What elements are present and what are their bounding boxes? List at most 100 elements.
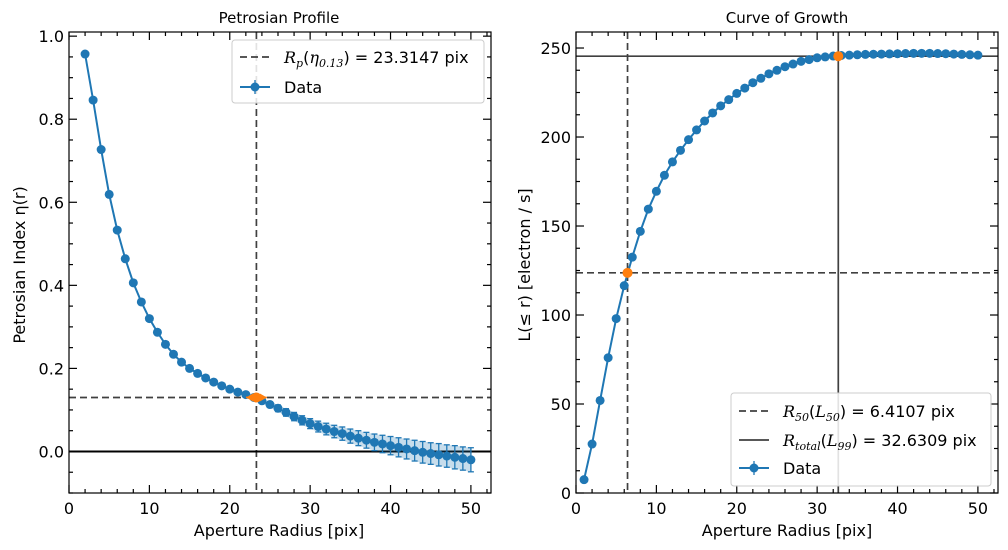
petrosian-data-point — [273, 403, 283, 413]
petrosian-y-axis-label: Petrosian Index η(r) — [10, 186, 29, 343]
petrosian-data-point — [458, 454, 468, 464]
growth-x-tick-label: 30 — [807, 499, 827, 518]
growth-data-point — [611, 314, 621, 324]
growth-data-point — [667, 157, 677, 167]
petrosian-data-point — [281, 407, 291, 417]
growth-data-point — [844, 50, 854, 60]
petrosian-data-point — [305, 419, 315, 429]
growth-data-point — [619, 281, 629, 291]
growth-x-tick-label: 40 — [887, 499, 907, 518]
growth-data-point — [684, 135, 694, 145]
growth-data-point — [635, 226, 645, 236]
petrosian-data-point — [209, 377, 219, 387]
growth-data-point — [957, 49, 967, 59]
petrosian-data-point — [80, 49, 90, 59]
petrosian-data-point — [361, 435, 371, 445]
petrosian-data-point — [217, 381, 227, 391]
petrosian-data-point — [418, 447, 428, 457]
petrosian-y-tick-label: 0.4 — [39, 276, 64, 295]
growth-data-point — [716, 101, 726, 111]
growth-data-point — [764, 69, 774, 79]
petrosian-data-point — [96, 145, 106, 155]
petrosian-data-point — [345, 431, 355, 441]
growth-data-point — [909, 48, 919, 58]
petrosian-data-point — [321, 424, 331, 434]
growth-data-point — [965, 50, 975, 60]
petrosian-data-point — [442, 451, 452, 461]
growth-data-point — [643, 204, 653, 214]
growth-data-point — [973, 50, 983, 60]
growth-data-point — [876, 49, 886, 59]
petrosian-data-point — [177, 357, 187, 367]
growth-x-tick-label: 50 — [968, 499, 988, 518]
petrosian-data-point — [394, 442, 404, 452]
growth-data-point — [804, 55, 814, 65]
growth-data-point — [708, 108, 718, 118]
petrosian-x-axis-label: Aperture Radius [pix] — [194, 521, 364, 540]
growth-data-point — [860, 49, 870, 59]
growth-data-point — [748, 78, 758, 88]
growth-data-point — [627, 252, 637, 262]
petrosian-legend-box — [231, 39, 485, 104]
growth-data-point — [933, 49, 943, 59]
petrosian-data-point — [297, 415, 307, 425]
growth-x-tick-label: 0 — [571, 499, 581, 518]
petrosian-data-point — [104, 189, 114, 199]
growth-data-point — [949, 49, 959, 59]
growth-data-point — [772, 65, 782, 75]
growth-data-point — [579, 475, 589, 485]
petrosian-data-point — [120, 254, 130, 264]
petrosian-profile-panel: Petrosian Profile Aperture Radius [pix] … — [10, 9, 492, 540]
growth-data-point — [780, 62, 790, 72]
petrosian-data-point — [152, 327, 162, 337]
petrosian-data-point — [466, 455, 476, 465]
petrosian-data-point — [168, 349, 178, 359]
growth-data-point — [595, 395, 605, 405]
petrosian-data-point — [353, 433, 363, 443]
growth-x-axis-label: Aperture Radius [pix] — [702, 521, 872, 540]
growth-highlight-point — [833, 51, 844, 62]
growth-y-axis-label: L(≤ r) [electron / s] — [515, 188, 534, 341]
petrosian-data-point — [128, 278, 138, 288]
petrosian-x-tick-label: 20 — [220, 499, 240, 518]
growth-data-point — [812, 53, 822, 63]
growth-y-tick-label: 0 — [561, 484, 571, 503]
petrosian-x-tick-label: 10 — [139, 499, 159, 518]
petrosian-data-point — [112, 225, 122, 235]
petrosian-legend-rp-label: Rp(η0.13) = 23.3147 pix — [283, 48, 469, 70]
growth-legend-data-label: Data — [783, 459, 821, 478]
petrosian-data-point — [225, 384, 235, 394]
petrosian-y-tick-label: 0.2 — [39, 359, 64, 378]
petrosian-y-tick-label: 1.0 — [39, 27, 64, 46]
growth-y-tick-label: 100 — [540, 306, 571, 325]
growth-data-point — [659, 170, 669, 180]
petrosian-data-point — [144, 314, 154, 324]
petrosian-highlight-point — [251, 392, 262, 403]
petrosian-x-tick-label: 50 — [461, 499, 481, 518]
petrosian-data-point — [289, 412, 299, 422]
petrosian-x-tick-label: 40 — [380, 499, 400, 518]
growth-data-point — [941, 49, 951, 59]
petrosian-axes-frame — [68, 31, 492, 494]
growth-legend-data-swatch-marker — [749, 463, 759, 473]
growth-y-tick-label: 200 — [540, 128, 571, 147]
growth-data-point — [852, 50, 862, 60]
growth-data-point — [820, 52, 830, 62]
growth-legend-box — [730, 392, 992, 487]
growth-x-tick-label: 20 — [727, 499, 747, 518]
petrosian-data-point — [410, 446, 420, 456]
petrosian-y-tick-label: 0.6 — [39, 193, 64, 212]
petrosian-data-point — [329, 427, 339, 437]
growth-data-point — [756, 73, 766, 83]
growth-data-point — [917, 48, 927, 58]
growth-highlight-point — [622, 267, 633, 278]
petrosian-y-tick-label: 0.8 — [39, 110, 64, 129]
petrosian-highlight-arrow-left — [245, 393, 253, 402]
growth-y-tick-label: 250 — [540, 39, 571, 58]
petrosian-data-point — [434, 450, 444, 460]
petrosian-profile-title: Petrosian Profile — [219, 9, 340, 27]
growth-data-point — [788, 59, 798, 69]
growth-legend: R50(L50) = 6.4107 pix Rtotal(L99) = 32.63… — [730, 392, 992, 487]
growth-y-tick-label: 150 — [540, 217, 571, 236]
